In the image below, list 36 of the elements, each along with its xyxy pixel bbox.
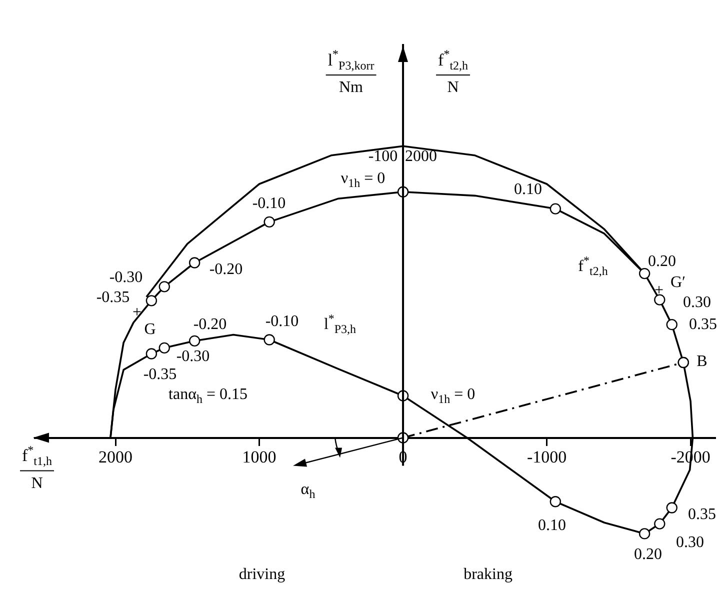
annotation: -0.20: [193, 316, 227, 334]
annotation: -0.35: [96, 289, 130, 306]
annotation: -0.35: [143, 366, 177, 384]
annotation: N: [31, 475, 44, 492]
annotation: -100: [368, 148, 398, 166]
annotation: +: [654, 282, 664, 300]
annotation: 0.35: [689, 316, 717, 334]
text: driving: [238, 566, 286, 584]
text: braking: [464, 566, 512, 584]
text: Nm: [339, 79, 364, 96]
x-axis-title: f*t1,h: [22, 442, 52, 468]
annotation: B: [696, 353, 708, 370]
annotation: 0.30: [683, 294, 711, 312]
text: 0.20: [634, 546, 662, 564]
text: 0.30: [676, 534, 704, 552]
annotation: -0.30: [176, 348, 210, 366]
annotation: -0.10: [252, 195, 286, 212]
annotation: 0.10: [514, 181, 542, 198]
y-axis-title: f*t2,h: [438, 47, 468, 72]
x-tick-label: -1000: [526, 447, 567, 466]
annotation: 0.35: [688, 506, 716, 524]
annotation: G′: [670, 274, 686, 292]
annotation: -0.10: [265, 313, 299, 330]
annotation: 0.10: [538, 517, 566, 534]
annotation: 2000: [405, 148, 437, 166]
y2-axis-title: l*P3,korr: [328, 47, 374, 72]
annotation: +: [132, 304, 142, 322]
annotation: f*t2,h: [578, 254, 608, 278]
annotation: l*P3,h: [324, 312, 356, 336]
x-tick-label: 2000: [98, 447, 133, 466]
text: N: [447, 79, 460, 96]
annotation: G: [144, 321, 156, 338]
annotation: -0.20: [209, 261, 243, 278]
annotation: 0.20: [648, 253, 676, 270]
annotation: -0.30: [109, 269, 143, 286]
x-tick-label: 1000: [242, 447, 276, 466]
